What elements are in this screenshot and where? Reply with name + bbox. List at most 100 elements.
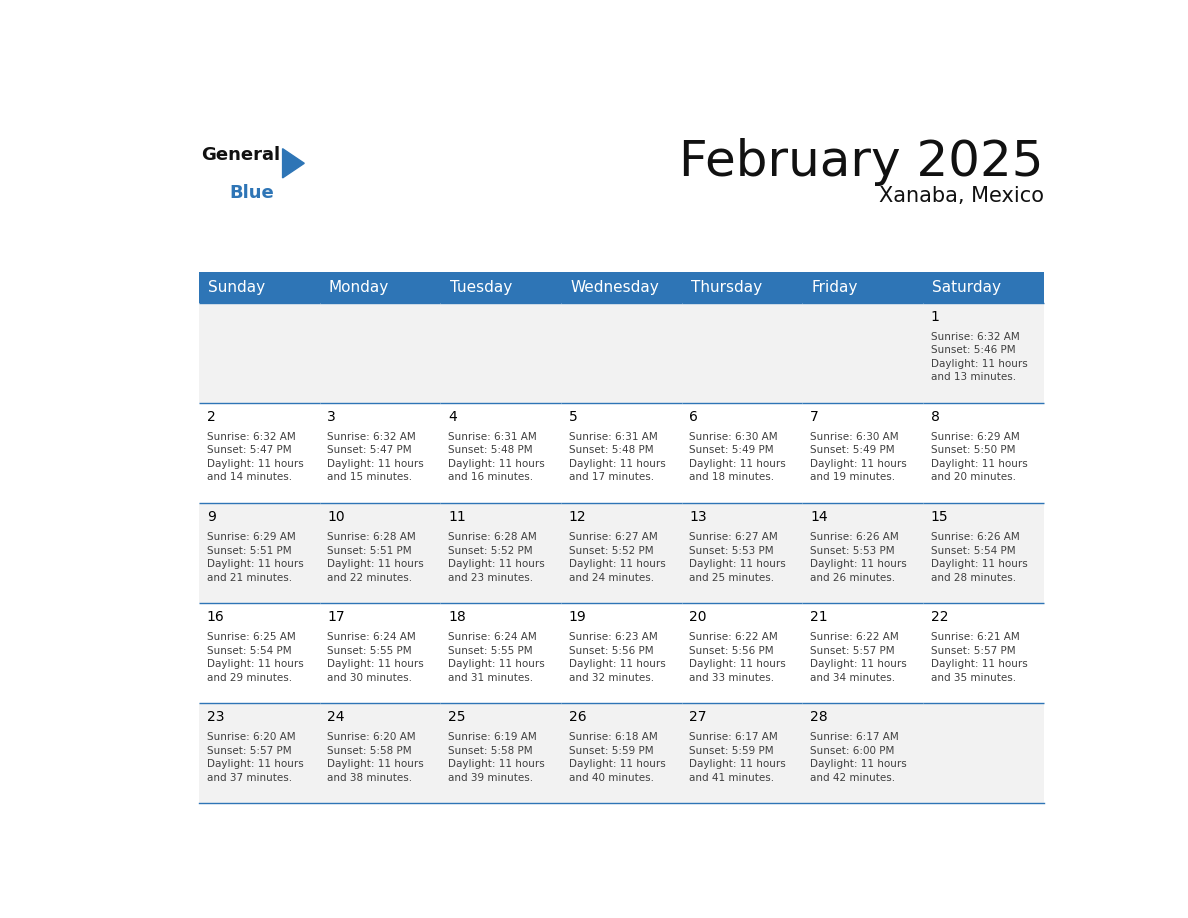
- Text: Sunset: 5:49 PM: Sunset: 5:49 PM: [810, 445, 895, 455]
- Bar: [198, 272, 320, 303]
- Bar: [923, 403, 1043, 503]
- Text: Sunset: 5:56 PM: Sunset: 5:56 PM: [569, 645, 653, 655]
- Text: 26: 26: [569, 710, 587, 724]
- Text: Sunrise: 6:32 AM: Sunrise: 6:32 AM: [207, 432, 296, 442]
- Text: 25: 25: [448, 710, 466, 724]
- Bar: [802, 403, 923, 503]
- Text: and 40 minutes.: and 40 minutes.: [569, 773, 653, 783]
- Text: Daylight: 11 hours: Daylight: 11 hours: [810, 659, 906, 669]
- Text: and 34 minutes.: and 34 minutes.: [810, 673, 895, 683]
- Text: 10: 10: [328, 509, 345, 524]
- Text: February 2025: February 2025: [680, 138, 1043, 185]
- Text: 18: 18: [448, 610, 466, 624]
- Text: Tuesday: Tuesday: [449, 280, 512, 295]
- Bar: [198, 603, 320, 703]
- Text: Daylight: 11 hours: Daylight: 11 hours: [207, 459, 303, 469]
- Text: Sunrise: 6:26 AM: Sunrise: 6:26 AM: [930, 532, 1019, 543]
- Text: 16: 16: [207, 610, 225, 624]
- Text: and 21 minutes.: and 21 minutes.: [207, 573, 292, 583]
- Text: and 35 minutes.: and 35 minutes.: [930, 673, 1016, 683]
- Bar: [923, 272, 1043, 303]
- Text: Sunrise: 6:24 AM: Sunrise: 6:24 AM: [328, 633, 416, 643]
- Text: Sunset: 5:51 PM: Sunset: 5:51 PM: [328, 545, 412, 555]
- Text: 17: 17: [328, 610, 345, 624]
- Text: and 30 minutes.: and 30 minutes.: [328, 673, 412, 683]
- Bar: [802, 603, 923, 703]
- Text: Sunset: 5:58 PM: Sunset: 5:58 PM: [448, 745, 532, 756]
- Text: Thursday: Thursday: [691, 280, 762, 295]
- Text: Sunrise: 6:28 AM: Sunrise: 6:28 AM: [448, 532, 537, 543]
- Text: Sunrise: 6:31 AM: Sunrise: 6:31 AM: [569, 432, 657, 442]
- Text: Sunset: 5:59 PM: Sunset: 5:59 PM: [569, 745, 653, 756]
- Text: 8: 8: [930, 409, 940, 424]
- Text: Sunset: 5:57 PM: Sunset: 5:57 PM: [207, 745, 291, 756]
- Bar: [923, 503, 1043, 603]
- Bar: [561, 603, 682, 703]
- Bar: [320, 272, 441, 303]
- Text: 24: 24: [328, 710, 345, 724]
- Text: Sunset: 5:56 PM: Sunset: 5:56 PM: [689, 645, 773, 655]
- Text: Sunrise: 6:22 AM: Sunrise: 6:22 AM: [810, 633, 899, 643]
- Text: Daylight: 11 hours: Daylight: 11 hours: [207, 759, 303, 769]
- Text: Sunrise: 6:21 AM: Sunrise: 6:21 AM: [930, 633, 1019, 643]
- Bar: [682, 303, 802, 403]
- Text: Daylight: 11 hours: Daylight: 11 hours: [689, 559, 786, 569]
- Text: Daylight: 11 hours: Daylight: 11 hours: [930, 459, 1028, 469]
- Text: and 39 minutes.: and 39 minutes.: [448, 773, 533, 783]
- Text: Sunset: 5:52 PM: Sunset: 5:52 PM: [569, 545, 653, 555]
- Text: 3: 3: [328, 409, 336, 424]
- Text: Daylight: 11 hours: Daylight: 11 hours: [569, 559, 665, 569]
- Text: Daylight: 11 hours: Daylight: 11 hours: [328, 659, 424, 669]
- Text: Daylight: 11 hours: Daylight: 11 hours: [930, 359, 1028, 369]
- Text: Sunset: 5:57 PM: Sunset: 5:57 PM: [810, 645, 895, 655]
- Text: Sunrise: 6:32 AM: Sunrise: 6:32 AM: [930, 332, 1019, 341]
- Text: Sunrise: 6:29 AM: Sunrise: 6:29 AM: [930, 432, 1019, 442]
- Text: Sunrise: 6:26 AM: Sunrise: 6:26 AM: [810, 532, 899, 543]
- Text: Sunrise: 6:27 AM: Sunrise: 6:27 AM: [689, 532, 778, 543]
- Text: Daylight: 11 hours: Daylight: 11 hours: [689, 659, 786, 669]
- Text: 28: 28: [810, 710, 828, 724]
- Text: Daylight: 11 hours: Daylight: 11 hours: [810, 759, 906, 769]
- Text: 20: 20: [689, 610, 707, 624]
- Text: 13: 13: [689, 509, 707, 524]
- Bar: [802, 503, 923, 603]
- Bar: [198, 703, 320, 803]
- Bar: [320, 703, 441, 803]
- Text: Sunday: Sunday: [208, 280, 265, 295]
- Bar: [198, 303, 320, 403]
- Text: 6: 6: [689, 409, 699, 424]
- Text: 9: 9: [207, 509, 215, 524]
- Text: and 23 minutes.: and 23 minutes.: [448, 573, 533, 583]
- Text: Sunrise: 6:28 AM: Sunrise: 6:28 AM: [328, 532, 416, 543]
- Text: 14: 14: [810, 509, 828, 524]
- Bar: [320, 603, 441, 703]
- Text: 5: 5: [569, 409, 577, 424]
- Bar: [682, 703, 802, 803]
- Text: Daylight: 11 hours: Daylight: 11 hours: [810, 459, 906, 469]
- Text: Sunrise: 6:24 AM: Sunrise: 6:24 AM: [448, 633, 537, 643]
- Text: and 33 minutes.: and 33 minutes.: [689, 673, 775, 683]
- Bar: [320, 503, 441, 603]
- Text: and 18 minutes.: and 18 minutes.: [689, 473, 775, 483]
- Text: Daylight: 11 hours: Daylight: 11 hours: [689, 459, 786, 469]
- Text: Daylight: 11 hours: Daylight: 11 hours: [207, 559, 303, 569]
- Text: 15: 15: [930, 509, 948, 524]
- Text: 21: 21: [810, 610, 828, 624]
- Text: Sunrise: 6:17 AM: Sunrise: 6:17 AM: [810, 733, 899, 743]
- Text: Sunset: 5:48 PM: Sunset: 5:48 PM: [448, 445, 532, 455]
- Text: and 25 minutes.: and 25 minutes.: [689, 573, 775, 583]
- Bar: [923, 603, 1043, 703]
- Text: 4: 4: [448, 409, 456, 424]
- Text: Sunrise: 6:17 AM: Sunrise: 6:17 AM: [689, 733, 778, 743]
- Bar: [441, 703, 561, 803]
- Bar: [561, 503, 682, 603]
- Text: 1: 1: [930, 309, 940, 323]
- Text: General: General: [201, 146, 280, 163]
- Text: and 38 minutes.: and 38 minutes.: [328, 773, 412, 783]
- Text: Daylight: 11 hours: Daylight: 11 hours: [328, 759, 424, 769]
- Text: Sunrise: 6:18 AM: Sunrise: 6:18 AM: [569, 733, 657, 743]
- Text: Sunset: 5:53 PM: Sunset: 5:53 PM: [810, 545, 895, 555]
- Bar: [682, 503, 802, 603]
- Text: and 28 minutes.: and 28 minutes.: [930, 573, 1016, 583]
- Text: Blue: Blue: [229, 185, 274, 202]
